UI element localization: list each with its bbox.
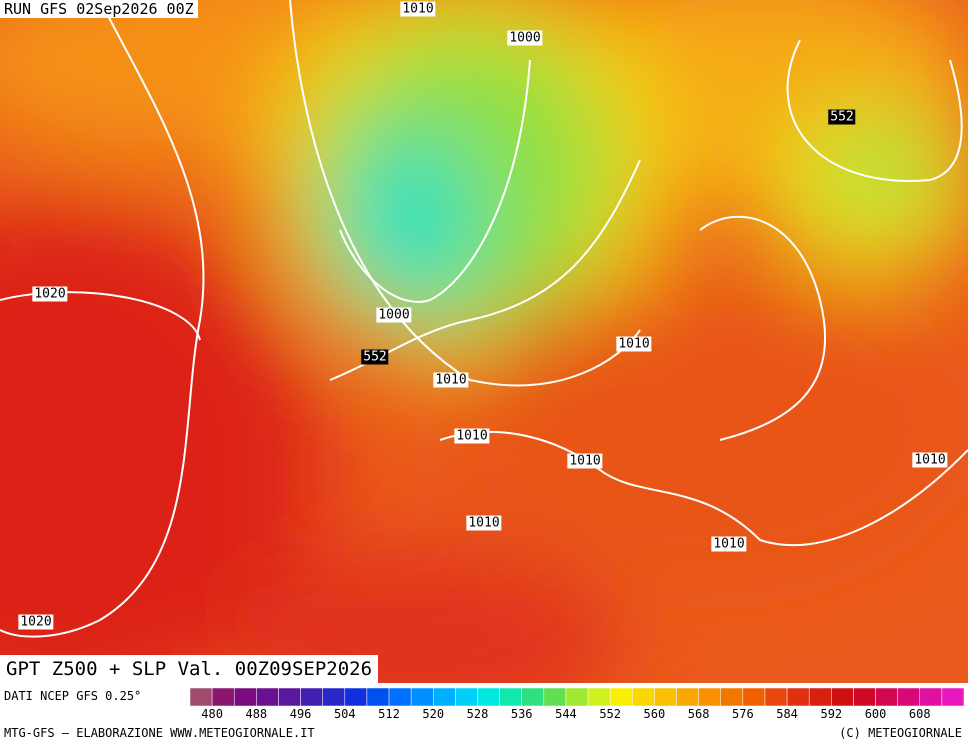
colorbar-swatch <box>720 687 744 707</box>
colorbar-swatch <box>587 687 611 707</box>
colorbar-swatch <box>632 687 655 707</box>
colorbar-tick-label: 480 <box>201 707 223 721</box>
colorbar-swatch <box>609 687 633 707</box>
colorbar-swatch <box>366 687 390 707</box>
colorbar-tick-label: 504 <box>334 707 356 721</box>
colorbar-swatch <box>543 687 567 707</box>
colorbar-swatch <box>344 687 368 707</box>
colorbar-tick-label: 576 <box>732 707 754 721</box>
isobar-label: 1000 <box>376 307 412 323</box>
colorbar-swatch <box>278 687 301 707</box>
map <box>0 0 968 683</box>
source: DATI NCEP GFS 0.25° <box>4 689 142 703</box>
height-label: 552 <box>828 109 856 125</box>
colorbar-swatch <box>853 687 876 707</box>
colorbar-swatch <box>875 687 898 707</box>
map-title: GPT Z500 + SLP Val. 00Z09SEP2026 <box>0 655 379 683</box>
isobar-label: 1010 <box>616 336 652 352</box>
colorbar-swatch <box>455 687 478 707</box>
colorbar-swatch <box>698 687 721 707</box>
colorbar-tick-label: 568 <box>688 707 710 721</box>
isobar-label: 1010 <box>912 452 948 468</box>
colorbar-swatch <box>565 687 589 707</box>
colorbar-swatch <box>211 687 235 707</box>
colorbar-swatch <box>499 687 522 707</box>
colorbar-swatch <box>322 687 346 707</box>
colorbar-swatch <box>786 687 810 707</box>
isobar-label: 1000 <box>507 30 543 46</box>
height-label: 552 <box>361 349 389 365</box>
colorbar-swatch <box>300 687 323 707</box>
colorbar-swatch <box>808 687 832 707</box>
colorbar-swatch <box>477 687 500 707</box>
footer-right: (C) METEOGIORNALE <box>839 726 962 740</box>
isobar-label: 1020 <box>18 614 54 630</box>
isobar-label: 1020 <box>32 286 68 302</box>
colorbar-swatch <box>388 687 412 707</box>
colorbar-swatch <box>941 687 965 707</box>
isobar-label: 1010 <box>454 428 490 444</box>
colorbar-tick-label: 592 <box>820 707 842 721</box>
isobar-label: 1010 <box>433 372 469 388</box>
colorbar-swatch <box>521 687 545 707</box>
colorbar-swatch <box>433 687 456 707</box>
colorbar-swatch <box>410 687 434 707</box>
run-label: RUN GFS 02Sep2026 00Z <box>0 0 198 18</box>
colorbar-tick-label: 528 <box>467 707 489 721</box>
colorbar-tick-label: 544 <box>555 707 577 721</box>
colorbar-tick-label: 488 <box>245 707 267 721</box>
footer-left: MTG-GFS – ELABORAZIONE WWW.METEOGIORNALE… <box>4 726 315 740</box>
colorbar-tick-label: 536 <box>511 707 533 721</box>
colorbar-swatch <box>831 687 854 707</box>
isobar-label: 1010 <box>466 515 502 531</box>
colorbar-swatch <box>189 687 213 707</box>
isobar-label: 1010 <box>567 453 603 469</box>
colorbar-tick-label: 600 <box>865 707 887 721</box>
colorbar-swatch <box>919 687 943 707</box>
colorbar-tick-label: 608 <box>909 707 931 721</box>
colorbar-tick-label: 584 <box>776 707 798 721</box>
isobar-label: 1010 <box>400 1 436 17</box>
colorbar-swatch <box>764 687 788 707</box>
colorbar-swatch <box>233 687 257 707</box>
colorbar-tick-label: 512 <box>378 707 400 721</box>
colorbar-swatch <box>654 687 677 707</box>
colorbar-swatch <box>742 687 766 707</box>
colorbar: 480 488 496 504 512 520 528 536 544 552 560 568 576 5… <box>189 687 965 721</box>
colorbar-swatch <box>897 687 921 707</box>
colorbar-tick-label: 520 <box>422 707 444 721</box>
colorbar-tick-label: 560 <box>644 707 666 721</box>
isobar-label: 1010 <box>711 536 747 552</box>
colorbar-tick-label: 496 <box>290 707 312 721</box>
colorbar-swatch <box>676 687 699 707</box>
colorbar-tick-label: 552 <box>599 707 621 721</box>
colorbar-swatch <box>256 687 279 707</box>
